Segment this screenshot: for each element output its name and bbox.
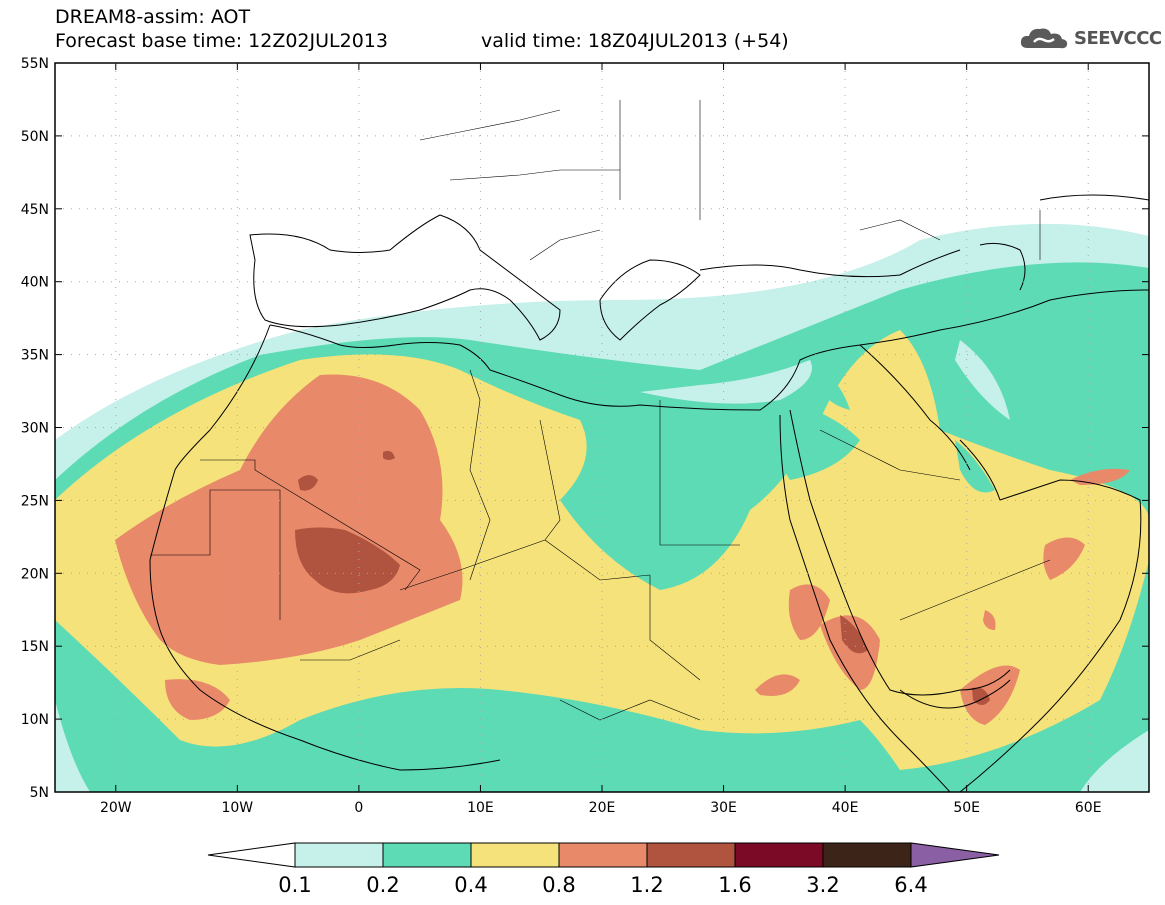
colorbar-over-arrow: [910, 842, 1000, 868]
colorbar: 0.1 0.2 0.4 0.8 1.2 1.6 3.2 6.4: [207, 842, 1000, 897]
colorbar-under-arrow: [207, 842, 296, 868]
lat-label: 15N: [21, 639, 49, 655]
colorbar-segment: [382, 842, 472, 868]
chart-title: DREAM8-assim: AOT: [55, 6, 251, 28]
colorbar-label: 1.6: [718, 873, 751, 897]
coastlines: [149, 194, 1149, 792]
lon-label: 60E: [1075, 800, 1102, 816]
lat-label: 55N: [21, 56, 49, 72]
lon-label: 20E: [589, 800, 616, 816]
colorbar-label: 0.1: [278, 873, 311, 897]
colorbar-label: 0.4: [454, 873, 487, 897]
lon-label: 10E: [467, 800, 494, 816]
lat-label: 5N: [30, 785, 49, 801]
aot-band-0.8: [115, 374, 463, 665]
colorbar-label: 1.2: [630, 873, 663, 897]
lon-label: 40E: [832, 800, 859, 816]
lat-label: 35N: [21, 348, 49, 364]
lat-label: 40N: [21, 275, 49, 291]
colorbar-segment: [734, 842, 824, 868]
lon-label: 50E: [953, 800, 980, 816]
cloud-logo-icon: [1020, 28, 1068, 49]
lat-label: 10N: [21, 712, 49, 728]
forecast-base-time: Forecast base time: 12Z02JUL2013: [55, 30, 388, 52]
seevccc-logo: SEEVCCC: [1018, 24, 1162, 52]
country-borders: [150, 100, 1051, 721]
lon-label: 10W: [221, 800, 253, 816]
aot-field: [55, 63, 1149, 792]
logo-text: SEEVCCC: [1074, 27, 1162, 49]
colorbar-segment: [558, 842, 648, 868]
colorbar-label: 0.8: [542, 873, 575, 897]
colorbar-segment: [294, 842, 384, 868]
lon-label: 20W: [100, 800, 132, 816]
aot-band-1.2: [295, 527, 400, 594]
colorbar-segment: [646, 842, 736, 868]
colorbar-label: 3.2: [806, 873, 839, 897]
lat-label: 50N: [21, 129, 49, 145]
lon-label: 30E: [710, 800, 737, 816]
lat-label: 45N: [21, 202, 49, 218]
colorbar-label: 0.2: [366, 873, 399, 897]
colorbar-segment: [822, 842, 912, 868]
lon-labels: 20W 10W 0 10E 20E 30E 40E 50E 60E: [100, 63, 1102, 816]
lat-labels: 55N 50N 45N 40N 35N 30N 25N 20N 15N 10N 5N: [21, 56, 1149, 801]
lat-label: 25N: [21, 493, 49, 509]
colorbar-label: 6.4: [894, 873, 927, 897]
colorbar-segment: [470, 842, 560, 868]
valid-time: valid time: 18Z04JUL2013 (+54): [481, 30, 789, 52]
lat-label: 30N: [21, 421, 49, 437]
lon-label: 0: [354, 800, 363, 816]
lat-label: 20N: [21, 566, 49, 582]
